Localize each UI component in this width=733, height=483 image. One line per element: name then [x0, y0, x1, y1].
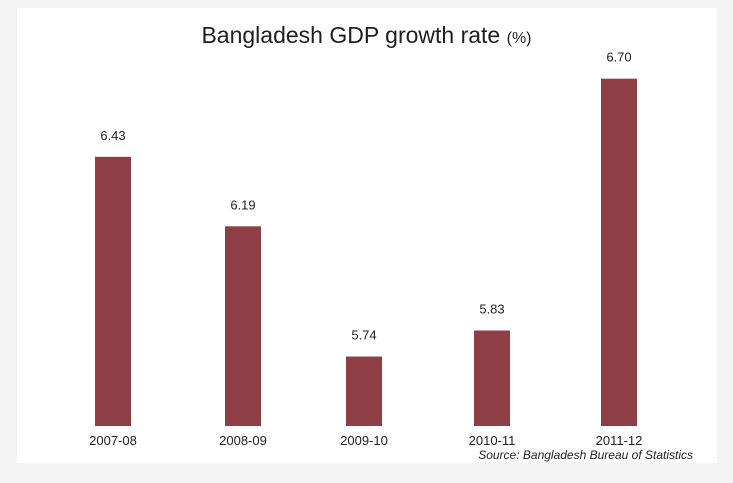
- bar-2010-11: [474, 330, 510, 426]
- bar-2008-09: [225, 226, 261, 426]
- data-label-2011-12: 6.70: [606, 50, 631, 65]
- bar-2009-10: [346, 356, 382, 426]
- chart-title: Bangladesh GDP growth rate (%): [0, 22, 733, 49]
- bar-2007-08: [95, 156, 131, 426]
- chart-title-unit: (%): [506, 30, 532, 47]
- x-tick-label-2007-08: 2007-08: [89, 433, 137, 448]
- chart-title-text: Bangladesh GDP growth rate: [201, 22, 501, 48]
- bar-2011-12: [601, 78, 637, 427]
- source-note: Source: Bangladesh Bureau of Statistics: [478, 448, 693, 462]
- x-tick-label-2009-10: 2009-10: [340, 433, 388, 448]
- x-tick-label-2008-09: 2008-09: [219, 433, 267, 448]
- data-label-2009-10: 5.74: [351, 328, 376, 343]
- data-label-2010-11: 5.83: [479, 301, 504, 316]
- data-label-2008-09: 6.19: [230, 197, 255, 212]
- x-tick-label-2010-11: 2010-11: [469, 433, 516, 448]
- data-label-2007-08: 6.43: [100, 128, 125, 143]
- x-tick-label-2011-12: 2011-12: [596, 433, 643, 448]
